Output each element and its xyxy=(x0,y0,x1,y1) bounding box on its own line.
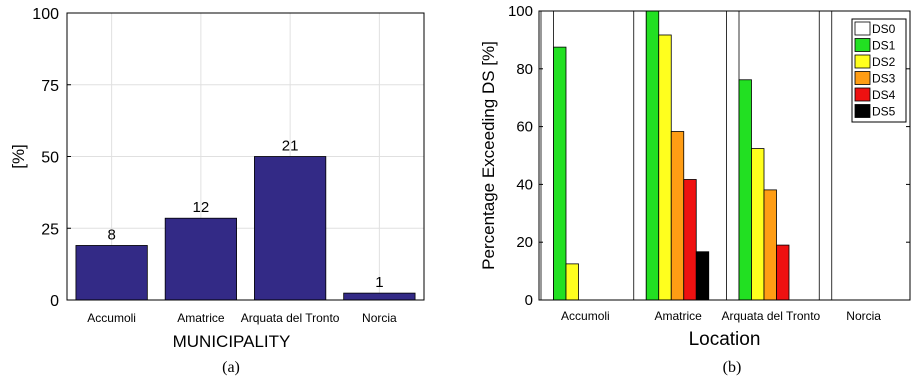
b-bar-ds0-arquata-del-tronto xyxy=(726,10,740,301)
b-ytick-label: 100 xyxy=(508,3,533,20)
a-xlabel: MUNICIPALITY xyxy=(173,332,291,351)
b-bar-ds3-arquata-del-tronto xyxy=(763,189,777,301)
b-legend-label: DS4 xyxy=(872,88,896,102)
b-ytick-label: 20 xyxy=(516,234,533,251)
b-legend-label: DS1 xyxy=(872,39,896,53)
a-ytick-label: 25 xyxy=(41,221,59,238)
b-bar-ds4-arquata-del-tronto xyxy=(776,244,790,301)
b-legend-swatch-ds0 xyxy=(854,21,871,36)
b-bar-ds1-arquata-del-tronto xyxy=(738,79,752,301)
b-caption: (b) xyxy=(723,359,742,376)
a-data-label: 12 xyxy=(193,199,210,216)
b-legend-label: DS5 xyxy=(872,105,896,119)
b-bar-ds4-amatrice xyxy=(683,179,697,301)
a-xtick-label: Norcia xyxy=(362,311,397,325)
b-bar-ds0-amatrice xyxy=(633,10,647,301)
b-legend-label: DS3 xyxy=(872,72,896,86)
b-bar-ds1-accumoli xyxy=(553,46,567,301)
b-bar-ds2-arquata-del-tronto xyxy=(751,148,765,301)
a-ylabel: [%] xyxy=(9,144,28,169)
a-bar-norcia xyxy=(343,292,416,301)
a-caption: (a) xyxy=(222,359,240,376)
b-legend-swatch-ds3 xyxy=(854,71,871,85)
b-ytick-label: 0 xyxy=(525,292,533,309)
b-bar-ds5-amatrice xyxy=(695,251,710,301)
a-bar-accumoli xyxy=(75,245,148,301)
a-ytick-label: 100 xyxy=(32,6,59,23)
b-legend-label: DS2 xyxy=(872,55,896,69)
a-xtick-label: Arquata del Tronto xyxy=(241,311,340,325)
b-legend-swatch-ds5 xyxy=(854,104,871,118)
b-legend-swatch-ds4 xyxy=(854,87,871,102)
a-xtick-label: Accumoli xyxy=(87,311,136,325)
a-xtick-label: Amatrice xyxy=(177,311,225,325)
a-ytick-label: 75 xyxy=(41,78,59,95)
b-xtick-label: Amatrice xyxy=(654,309,702,323)
b-xtick-label: Norcia xyxy=(846,309,881,323)
b-legend-swatch-ds2 xyxy=(854,54,871,69)
a-ytick-label: 0 xyxy=(50,293,59,310)
b-bar-ds0-norcia xyxy=(818,10,833,301)
b-legend-label: DS0 xyxy=(872,22,896,36)
b-legend-swatch-ds1 xyxy=(854,38,871,52)
b-xtick-label: Arquata del Tronto xyxy=(722,309,821,323)
b-bar-ds3-amatrice xyxy=(670,131,685,301)
b-bar-ds0-accumoli xyxy=(540,10,554,301)
a-bar-amatrice xyxy=(164,217,237,301)
b-xlabel: Location xyxy=(689,329,761,350)
a-data-label: 1 xyxy=(375,274,383,291)
a-data-label: 21 xyxy=(282,138,299,155)
a-bar-arquata-del-tronto xyxy=(254,156,327,301)
a-ytick-label: 50 xyxy=(41,150,59,167)
b-ytick-label: 80 xyxy=(516,61,533,78)
a-data-label: 8 xyxy=(107,226,115,243)
b-bar-ds2-accumoli xyxy=(565,263,579,301)
b-ytick-label: 60 xyxy=(516,119,533,136)
b-axes-box xyxy=(538,10,911,301)
b-bar-ds2-amatrice xyxy=(658,34,672,301)
b-xtick-label: Accumoli xyxy=(561,309,610,323)
b-ytick-label: 40 xyxy=(516,176,533,193)
b-ylabel: Percentage Exceeding DS [%] xyxy=(479,41,498,270)
b-bar-ds1-amatrice xyxy=(645,10,660,301)
